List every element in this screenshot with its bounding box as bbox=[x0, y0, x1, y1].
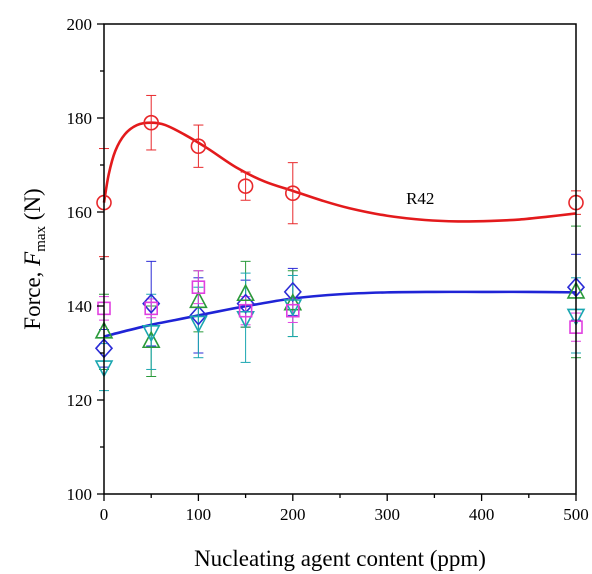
fit-curve bbox=[103, 290, 577, 338]
diamond-marker bbox=[142, 293, 161, 314]
y-tick-label: 120 bbox=[67, 391, 93, 410]
fit-curves bbox=[102, 121, 577, 338]
triangle-up-marker bbox=[283, 292, 303, 311]
fit-curve bbox=[102, 121, 577, 223]
x-tick-label: 500 bbox=[563, 505, 589, 524]
square-marker bbox=[144, 301, 158, 316]
y-tick-label: 200 bbox=[67, 15, 93, 34]
x-tick-label: 400 bbox=[469, 505, 495, 524]
y-tick-label: 160 bbox=[67, 203, 93, 222]
y-axis-ticks: 100 120 140 160 180 200 bbox=[67, 15, 104, 504]
error-bars bbox=[99, 94, 581, 392]
triangle-down-marker bbox=[283, 299, 303, 317]
y-axis-label-prefix: Force, bbox=[20, 266, 45, 330]
x-tick-label: 200 bbox=[280, 505, 306, 524]
x-tick-label: 0 bbox=[100, 505, 109, 524]
data-markers bbox=[94, 114, 586, 378]
x-axis-ticks: 0 100 200 300 400 500 bbox=[100, 494, 589, 524]
diamond-marker bbox=[283, 281, 302, 303]
triangle-up-marker bbox=[189, 290, 208, 309]
triangle-up-marker bbox=[236, 283, 255, 302]
square-marker bbox=[191, 280, 206, 295]
square-marker bbox=[238, 303, 253, 318]
circle-marker bbox=[284, 185, 301, 201]
triangle-down-marker bbox=[141, 325, 161, 343]
y-tick-label: 140 bbox=[67, 297, 93, 316]
x-axis-label: Nucleating agent content (ppm) bbox=[194, 546, 486, 571]
x-tick-label: 300 bbox=[374, 505, 400, 524]
circle-marker bbox=[237, 178, 254, 194]
square-marker bbox=[285, 303, 300, 318]
y-tick-label: 180 bbox=[67, 109, 93, 128]
y-tick-label: 100 bbox=[67, 485, 93, 504]
triangle-down-marker bbox=[189, 315, 208, 334]
y-axis-label-subscript: max bbox=[33, 225, 49, 251]
triangle-down-marker bbox=[236, 310, 255, 329]
annotation-r42: R42 bbox=[406, 189, 434, 208]
circle-marker bbox=[190, 138, 207, 154]
y-axis-label-symbol: F bbox=[20, 251, 45, 267]
circle-marker bbox=[143, 114, 159, 131]
x-tick-label: 100 bbox=[186, 505, 212, 524]
triangle-up-marker bbox=[141, 330, 161, 349]
plot-frame bbox=[103, 23, 577, 495]
diamond-marker bbox=[189, 305, 208, 326]
y-axis-label: Force, Fmax (N) bbox=[20, 188, 49, 329]
y-axis-label-suffix: (N) bbox=[20, 188, 45, 226]
